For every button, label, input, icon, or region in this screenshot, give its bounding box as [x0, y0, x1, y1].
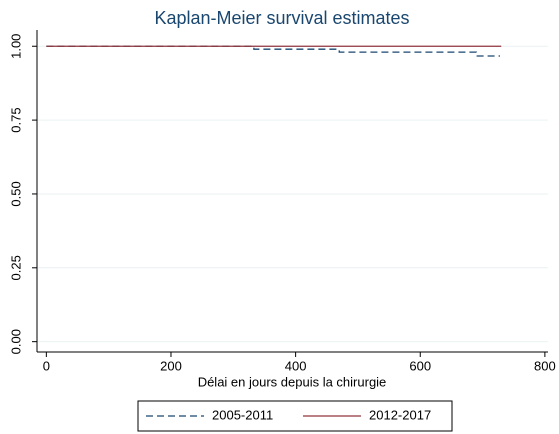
chart-title: Kaplan-Meier survival estimates [154, 8, 409, 28]
legend-label: 2005-2011 [212, 407, 273, 422]
x-tick-label: 600 [409, 358, 431, 373]
y-tick-label: 0.25 [8, 255, 23, 280]
y-tick-label: 0.00 [8, 329, 23, 354]
x-tick-label: 200 [160, 358, 182, 373]
x-tick-label: 0 [43, 358, 50, 373]
legend-box [137, 400, 453, 432]
y-tick-label: 0.50 [8, 181, 23, 206]
y-tick-label: 1.00 [8, 34, 23, 59]
legend-label: 2012-2017 [369, 407, 431, 422]
x-tick-label: 800 [534, 358, 556, 373]
survival-line [46, 45, 501, 57]
x-axis-label: Délai en jours depuis la chirurgie [198, 374, 387, 389]
y-tick-label: 0.75 [8, 107, 23, 132]
x-tick-label: 400 [285, 358, 307, 373]
